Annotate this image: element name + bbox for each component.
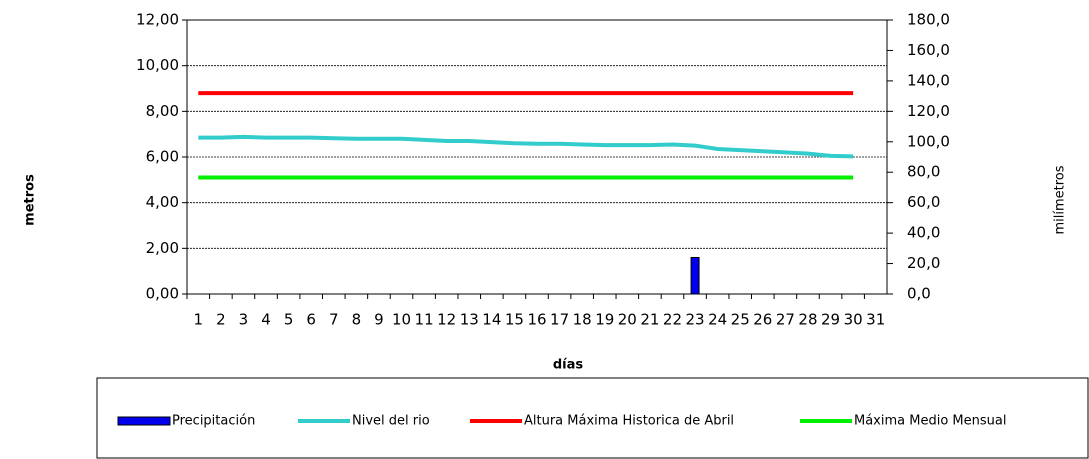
x-tick-label: 20 <box>618 311 637 329</box>
x-tick-label: 4 <box>261 311 271 329</box>
x-tick-label: 3 <box>239 311 249 329</box>
x-tick-label: 30 <box>844 311 863 329</box>
x-tick-label: 25 <box>731 311 750 329</box>
y2-tick-label: 100,0 <box>907 132 950 150</box>
y-tick-label: 4,00 <box>146 193 179 211</box>
legend-label: Altura Máxima Historica de Abril <box>524 414 734 429</box>
legend-label: Nivel del rio <box>352 414 430 429</box>
line <box>198 134 854 159</box>
y-tick-label: 0,00 <box>146 285 179 303</box>
x-tick-label: 1 <box>194 311 204 329</box>
y-tick-label: 12,00 <box>136 11 179 29</box>
x-tick-label: 15 <box>505 311 524 329</box>
x-tick-label: 26 <box>753 311 772 329</box>
y2-tick-label: 140,0 <box>907 71 950 89</box>
x-tick-label: 31 <box>866 311 885 329</box>
x-tick-label: 14 <box>482 311 501 329</box>
x-tick-label: 17 <box>550 311 569 329</box>
y-tick-label: 6,00 <box>146 148 179 166</box>
legend-label: Máxima Medio Mensual <box>854 414 1006 429</box>
y2-tick-label: 20,0 <box>907 254 940 272</box>
x-tick-label: 19 <box>595 311 614 329</box>
x-tick-label: 24 <box>708 311 727 329</box>
x-tick-label: 13 <box>460 311 479 329</box>
x-tick-label: 21 <box>640 311 659 329</box>
x-tick-label: 28 <box>798 311 817 329</box>
x-tick-label: 12 <box>437 311 456 329</box>
x-tick-label: 9 <box>374 311 384 329</box>
x-tick-label: 16 <box>527 311 546 329</box>
x-tick-label: 2 <box>216 311 226 329</box>
y-axis-title: metros <box>23 174 38 226</box>
x-tick-label: 5 <box>284 311 294 329</box>
legend-swatch <box>117 416 171 426</box>
y2-tick-label: 80,0 <box>907 163 940 181</box>
y2-axis-title: milímetros <box>1053 165 1068 234</box>
x-tick-label: 6 <box>306 311 316 329</box>
y-tick-label: 2,00 <box>146 239 179 257</box>
legend <box>96 377 1089 459</box>
y-tick-label: 10,00 <box>136 56 179 74</box>
x-tick-label: 7 <box>329 311 339 329</box>
x-tick-label: 11 <box>415 311 434 329</box>
y2-tick-label: 180,0 <box>907 11 950 29</box>
y2-tick-label: 0,0 <box>907 285 931 303</box>
y2-tick-label: 40,0 <box>907 224 940 242</box>
x-tick-label: 8 <box>352 311 362 329</box>
y2-tick-label: 120,0 <box>907 102 950 120</box>
x-tick-label: 10 <box>392 311 411 329</box>
x-axis-title: días <box>553 358 584 373</box>
x-tick-label: 18 <box>573 311 592 329</box>
y-tick-label: 8,00 <box>146 102 179 120</box>
y2-tick-label: 60,0 <box>907 193 940 211</box>
x-tick-label: 27 <box>776 311 795 329</box>
y2-tick-label: 160,0 <box>907 41 950 59</box>
x-tick-label: 29 <box>821 311 840 329</box>
bar <box>690 256 700 295</box>
legend-label: Precipitación <box>172 414 255 429</box>
x-tick-label: 22 <box>663 311 682 329</box>
x-tick-label: 23 <box>686 311 705 329</box>
